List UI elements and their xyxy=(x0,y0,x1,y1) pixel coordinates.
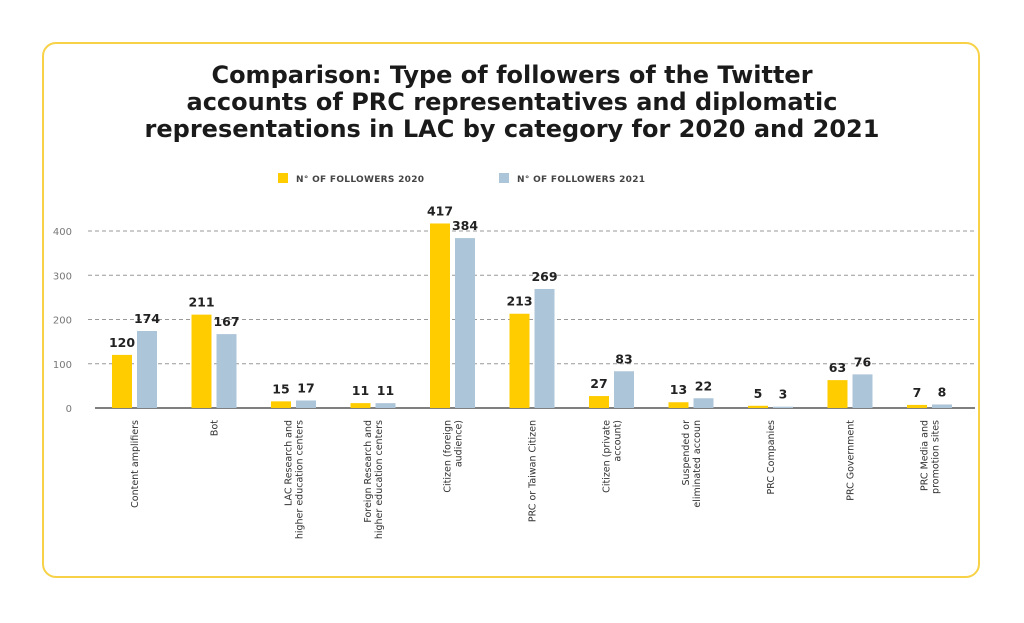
data-label: 22 xyxy=(695,378,712,393)
chart-title: Comparison: Type of followers of the Twi… xyxy=(0,62,1024,143)
category-label-line: PRC Companies xyxy=(766,420,777,495)
data-label: 8 xyxy=(938,384,947,399)
bar-2021 xyxy=(296,400,316,408)
y-tick-label: 200 xyxy=(53,316,72,327)
bar-2020 xyxy=(271,401,291,408)
category-label: PRC Companies xyxy=(766,420,777,495)
category-label-line: PRC Government xyxy=(846,420,857,501)
bar-2021 xyxy=(614,371,634,408)
data-label: 76 xyxy=(854,354,872,369)
bar-2020 xyxy=(430,223,450,408)
category-label-line: Content amplifiers xyxy=(130,420,141,508)
category-label: Citizen (privateaccount) xyxy=(602,420,624,493)
y-tick-label: 100 xyxy=(53,360,72,371)
data-label: 174 xyxy=(134,311,160,326)
category-label-line: eliminated accoun xyxy=(692,420,703,508)
category-label-line: audience) xyxy=(454,420,465,467)
title-line-1: Comparison: Type of followers of the Twi… xyxy=(211,61,813,89)
category-label: LAC Research andhigher education centers xyxy=(284,420,306,539)
data-label: 11 xyxy=(377,383,394,398)
bar-2021 xyxy=(137,331,157,408)
category-label-line: PRC or Taiwan Citizen xyxy=(528,420,539,522)
category-label-line: PRC Media and xyxy=(920,420,931,491)
category-label: Content amplifiers xyxy=(130,420,141,508)
data-label: 211 xyxy=(188,295,214,310)
bar-2021 xyxy=(455,238,475,408)
bar-2021 xyxy=(534,288,555,408)
bar-2021 xyxy=(773,406,793,408)
bar-2021 xyxy=(216,334,237,408)
data-label: 83 xyxy=(615,351,632,366)
data-label: 63 xyxy=(829,360,846,375)
category-label: Citizen (foreignaudience) xyxy=(443,420,465,493)
category-label: Bot xyxy=(210,420,221,436)
legend-label-2: N° OF FOLLOWERS 2021 xyxy=(517,175,645,185)
data-label: 5 xyxy=(754,386,763,401)
category-label: PRC or Taiwan Citizen xyxy=(528,420,539,522)
category-label-line: Suspended or xyxy=(681,420,692,486)
category-label-line: promotion sites xyxy=(931,420,942,494)
bar-2021 xyxy=(932,404,952,408)
data-label: 13 xyxy=(670,382,687,397)
legend-swatch-2 xyxy=(499,173,509,183)
data-label: 11 xyxy=(352,383,369,398)
category-label-line: Citizen (foreign xyxy=(443,420,454,493)
category-label-line: higher education centers xyxy=(295,420,306,539)
chart-card xyxy=(42,42,980,578)
category-label-line: account) xyxy=(613,420,624,462)
y-tick-label: 0 xyxy=(66,404,72,415)
category-label: Foreign Research andhigher education cen… xyxy=(363,420,385,539)
category-label-line: LAC Research and xyxy=(284,420,295,506)
y-tick-label: 300 xyxy=(53,271,72,282)
data-label: 17 xyxy=(297,380,314,395)
data-label: 27 xyxy=(590,376,607,391)
legend-swatch-1 xyxy=(278,173,288,183)
y-tick-label: 400 xyxy=(53,227,72,238)
data-label: 120 xyxy=(109,335,135,350)
category-label: Suspended oreliminated accoun xyxy=(681,420,703,508)
bar-2020 xyxy=(112,354,132,408)
title-line-3: representations in LAC by category for 2… xyxy=(144,115,880,143)
bar-2020 xyxy=(827,380,848,408)
bar-2020 xyxy=(748,405,768,408)
bar-2020 xyxy=(907,404,927,408)
bar-2021 xyxy=(375,403,396,408)
data-label: 3 xyxy=(779,387,788,402)
legend-label-1: N° OF FOLLOWERS 2020 xyxy=(296,175,424,185)
bar-2020 xyxy=(668,402,689,408)
category-label: PRC Media andpromotion sites xyxy=(920,420,942,494)
bar-2020 xyxy=(191,314,212,408)
bar-2020 xyxy=(509,313,530,408)
data-label: 417 xyxy=(427,203,453,218)
title-line-2: accounts of PRC representatives and dipl… xyxy=(186,88,838,116)
bar-2020 xyxy=(589,396,609,408)
bar-2021 xyxy=(693,398,714,408)
category-label-line: Citizen (private xyxy=(602,420,613,493)
data-label: 7 xyxy=(913,385,922,400)
data-label: 384 xyxy=(452,218,478,233)
category-label-line: Bot xyxy=(210,420,221,436)
data-label: 15 xyxy=(272,381,289,396)
data-label: 213 xyxy=(506,294,532,309)
bar-2020 xyxy=(350,403,371,408)
category-label-line: higher education centers xyxy=(374,420,385,539)
data-label: 167 xyxy=(213,314,239,329)
bar-2021 xyxy=(852,374,873,408)
data-label: 269 xyxy=(531,269,557,284)
category-label: PRC Government xyxy=(846,420,857,501)
category-label-line: Foreign Research and xyxy=(363,420,374,523)
